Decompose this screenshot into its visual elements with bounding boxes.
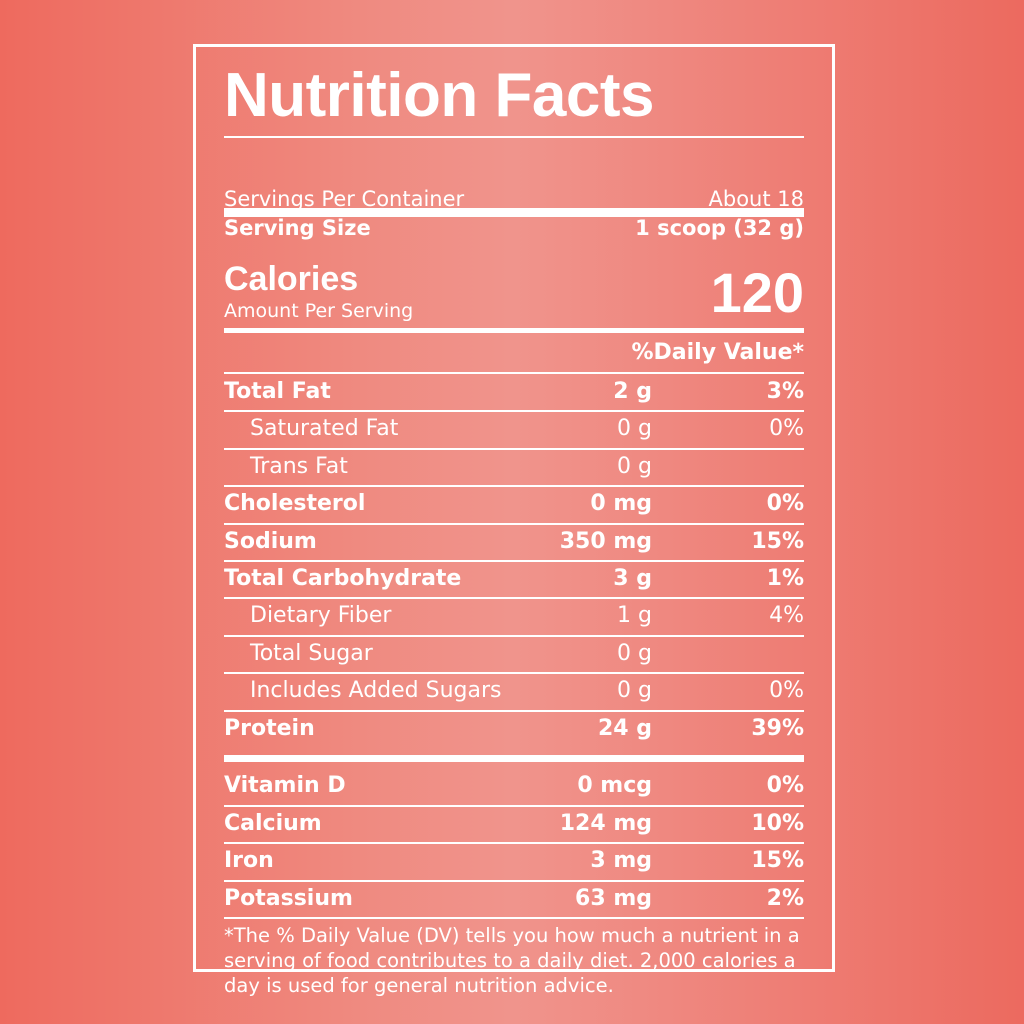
nutrient-amount: 124 mg	[559, 810, 652, 836]
divider	[224, 410, 804, 413]
nutrient-amount: 0 mcg	[577, 773, 652, 798]
divider	[224, 485, 804, 488]
divider	[224, 804, 804, 807]
nutrient-name: Vitamin D	[224, 773, 346, 798]
divider	[224, 917, 804, 919]
nutrient-row: Trans Fat 0 g	[224, 449, 804, 485]
divider	[224, 879, 804, 882]
nutrient-amount: 0 g	[617, 678, 652, 704]
divider	[224, 372, 804, 374]
nutrient-daily-value: 4%	[769, 603, 804, 629]
nutrient-daily-value: 3%	[766, 379, 804, 404]
divider	[224, 634, 804, 637]
nutrient-row: Total Fat 2 g 3%	[224, 374, 804, 410]
nutrient-name: Potassium	[224, 885, 353, 911]
nutrient-amount: 1 g	[617, 603, 652, 629]
nutrient-name: Protein	[224, 715, 315, 741]
nutrient-name: Iron	[224, 848, 274, 873]
nutrient-name: Cholesterol	[224, 491, 366, 517]
nutrient-daily-value: 2%	[766, 885, 804, 911]
nutrient-name: Saturated Fat	[250, 416, 399, 442]
servings-per-container-label: Servings Per Container	[224, 187, 465, 211]
nutrient-row: Iron 3 mg 15%	[224, 843, 804, 879]
nutrient-amount: 3 mg	[590, 848, 652, 873]
serving-size-value: 1 scoop (32 g)	[635, 216, 804, 240]
nutrient-name: Calcium	[224, 810, 322, 836]
nutrient-row: Dietary Fiber 1 g 4%	[224, 598, 804, 634]
nutrition-facts-panel: Nutrition Facts Servings Per Container A…	[193, 44, 835, 997]
daily-value-header: %Daily Value*	[631, 340, 804, 365]
nutrient-row: Vitamin D 0 mcg 0%	[224, 768, 804, 804]
divider	[224, 597, 804, 600]
divider	[224, 522, 804, 525]
nutrient-row: Protein 24 g 39%	[224, 711, 804, 747]
nutrient-row: Potassium 63 mg 2%	[224, 881, 804, 917]
nutrient-daily-value: 0%	[769, 416, 804, 442]
nutrient-daily-value: 0%	[769, 678, 804, 704]
nutrient-row: Total Sugar 0 g	[224, 636, 804, 672]
nutrient-daily-value: 1%	[766, 566, 804, 591]
nutrient-daily-value: 0%	[766, 491, 804, 517]
calories-label: Calories	[224, 260, 359, 298]
nutrient-daily-value: 15%	[751, 528, 804, 554]
nutrient-amount: 0 g	[617, 416, 652, 442]
nutrient-daily-value: 10%	[751, 810, 804, 836]
nutrient-name: Sodium	[224, 528, 317, 554]
nutrient-amount: 63 mg	[575, 885, 652, 911]
nutrient-name: Dietary Fiber	[250, 603, 392, 629]
nutrient-name: Total Fat	[224, 379, 331, 404]
footnote: *The % Daily Value (DV) tells you how mu…	[224, 924, 800, 997]
nutrient-daily-value: 39%	[751, 715, 804, 741]
nutrient-daily-value: 15%	[751, 848, 804, 873]
nutrient-amount: 350 mg	[559, 528, 652, 554]
nutrient-name: Trans Fat	[250, 453, 348, 479]
serving-size-row: Serving Size 1 scoop (32 g)	[224, 214, 804, 242]
divider	[224, 709, 804, 712]
nutrition-facts-title: Nutrition Facts	[224, 61, 654, 130]
divider	[224, 672, 804, 675]
divider	[224, 447, 804, 450]
divider	[224, 842, 804, 844]
divider	[224, 560, 804, 562]
nutrient-name: Total Carbohydrate	[224, 566, 462, 591]
nutrient-amount: 24 g	[597, 715, 652, 741]
thick-divider	[224, 208, 804, 217]
medium-divider	[224, 328, 804, 333]
calories-value: 120	[710, 261, 804, 324]
nutrient-name: Includes Added Sugars	[250, 678, 502, 704]
calories-sublabel: Amount Per Serving	[224, 300, 414, 322]
nutrient-daily-value: 0%	[766, 773, 804, 798]
thick-divider	[224, 755, 804, 762]
servings-per-container-row: Servings Per Container About 18	[224, 185, 804, 213]
nutrient-amount: 0 g	[617, 640, 652, 666]
nutrient-amount: 2 g	[613, 379, 652, 404]
nutrient-row: Cholesterol 0 mg 0%	[224, 486, 804, 522]
nutrient-row: Saturated Fat 0 g 0%	[224, 411, 804, 447]
serving-size-label: Serving Size	[224, 216, 371, 240]
nutrient-amount: 3 g	[613, 566, 652, 591]
nutrient-row: Sodium 350 mg 15%	[224, 524, 804, 560]
nutrient-name: Total Sugar	[250, 640, 373, 666]
nutrient-row: Total Carbohydrate 3 g 1%	[224, 561, 804, 597]
nutrient-amount: 0 g	[617, 453, 652, 479]
divider	[224, 136, 804, 138]
nutrient-amount: 0 mg	[590, 491, 652, 517]
servings-per-container-value: About 18	[708, 187, 804, 211]
nutrient-row: Calcium 124 mg 10%	[224, 806, 804, 842]
nutrient-row: Includes Added Sugars 0 g 0%	[224, 673, 804, 709]
